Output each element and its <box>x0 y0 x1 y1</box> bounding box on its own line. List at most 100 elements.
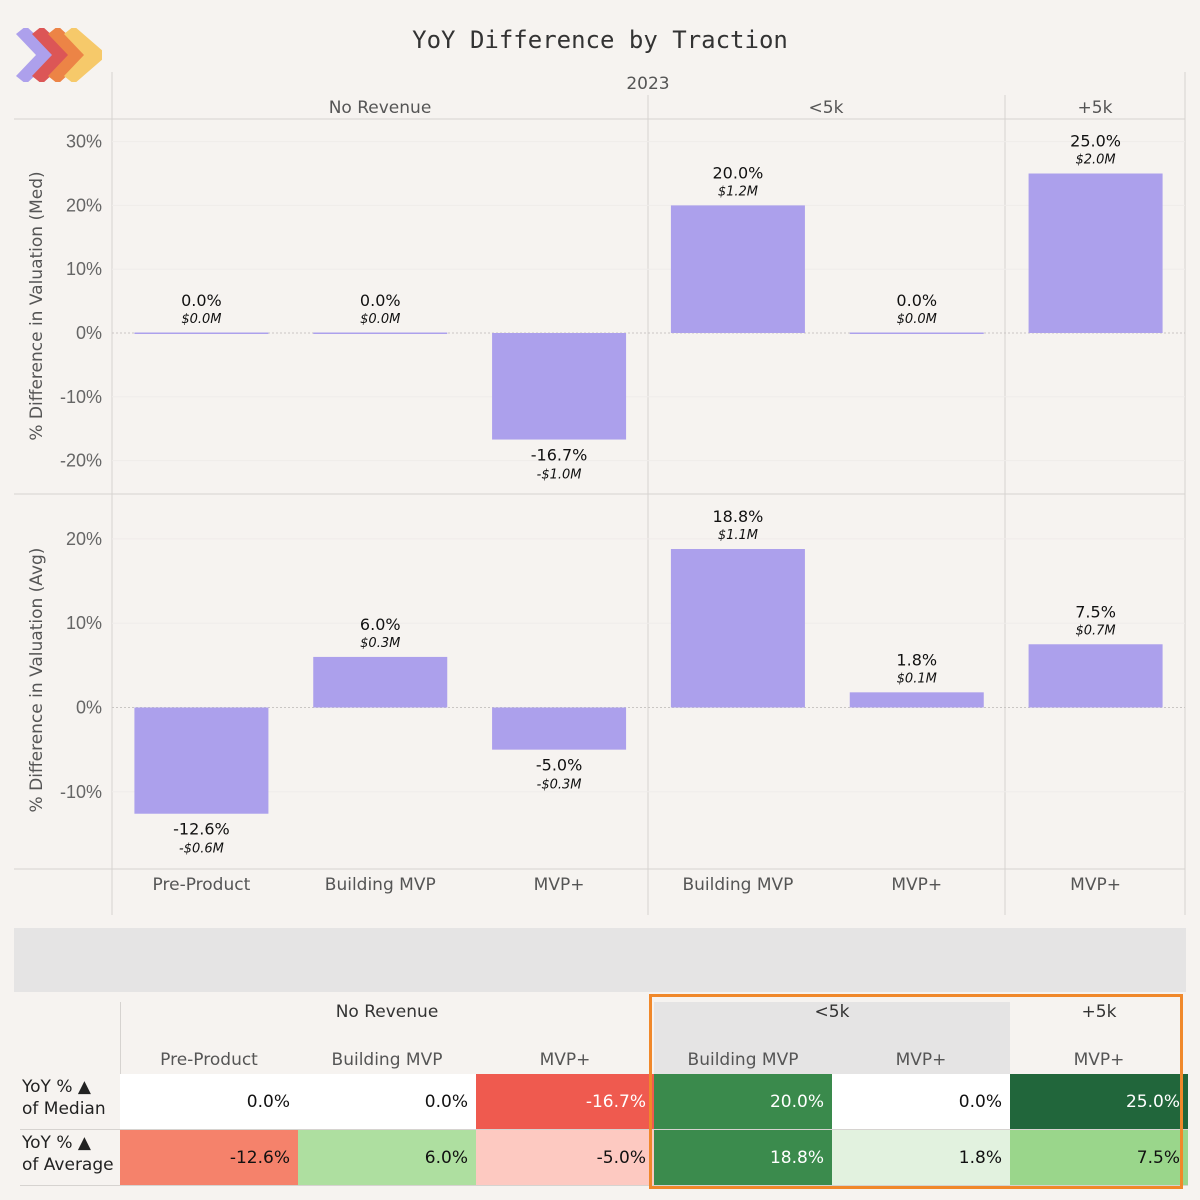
table-left-rule <box>120 1002 121 1074</box>
chart-title: YoY Difference by Traction <box>412 26 788 54</box>
data-label-usd: $0.0M <box>897 312 937 327</box>
bar <box>134 332 269 334</box>
y-axis-label-median: % Difference in Valuation (Med) <box>27 171 47 440</box>
x-axis-labels: Pre-Product Building MVP MVP+ Building MVP M… <box>153 875 1121 895</box>
table-column-header: MVP+ <box>539 1050 591 1070</box>
x-tick-label: Building MVP <box>682 875 793 895</box>
column-headers: 2023 No Revenue <5k +5k <box>329 74 1113 118</box>
table-cell: 7.5% <box>1010 1130 1188 1185</box>
table-column-header: Building MVP <box>331 1050 443 1070</box>
data-label-usd: $0.7M <box>1075 623 1115 638</box>
spacer-band <box>14 928 1186 992</box>
data-label-usd: $1.2M <box>718 184 758 199</box>
table-cell: 0.0% <box>298 1074 476 1129</box>
group-header-lt5k: <5k <box>809 98 844 118</box>
table-cell: 0.0% <box>832 1074 1010 1129</box>
y-axis-label-average: % Difference in Valuation (Avg) <box>27 548 47 813</box>
y-tick-label: -10% <box>60 782 102 802</box>
y-tick-label: 20% <box>66 195 102 215</box>
data-label-pct: 1.8% <box>896 650 937 669</box>
data-label-pct: 25.0% <box>1070 132 1121 151</box>
highlight-box <box>649 994 1183 1189</box>
bar <box>313 332 448 334</box>
x-tick-label: MVP+ <box>534 875 585 895</box>
table-cell: 1.8% <box>832 1130 1010 1185</box>
data-label-usd: $0.0M <box>181 312 221 327</box>
data-label-usd: $2.0M <box>1075 153 1115 168</box>
lt5k-header-bg <box>654 1002 1010 1074</box>
y-tick-label: -10% <box>60 387 102 407</box>
bar <box>313 656 448 708</box>
chevron-stack-logo-icon <box>16 28 102 82</box>
logo-chevron-4 <box>64 28 102 82</box>
data-label-usd: $0.0M <box>360 312 400 327</box>
row-divider <box>20 1129 1188 1130</box>
data-label-pct: -5.0% <box>536 756 582 775</box>
bar <box>849 692 984 708</box>
data-label-pct: 0.0% <box>360 291 401 310</box>
bar <box>849 332 984 334</box>
data-label-pct: -16.7% <box>531 446 588 465</box>
data-label-usd: $0.1M <box>897 671 937 686</box>
row-label-line1: YoY % ▲ <box>22 1133 91 1153</box>
table-row-header: YoY % ▲ of Average <box>20 1132 120 1187</box>
data-label-usd: $0.3M <box>360 636 400 651</box>
bar <box>670 549 805 708</box>
y-tick-label: 10% <box>66 613 102 633</box>
bar-charts: 2023 No Revenue <5k +5k % Difference in … <box>14 72 1186 915</box>
y-tick-label: 10% <box>66 259 102 279</box>
bar <box>134 707 269 814</box>
x-tick-label: Pre-Product <box>153 875 251 895</box>
y-tick-label: 0% <box>76 698 102 718</box>
row-divider <box>20 1185 1188 1186</box>
logo-chevron-3 <box>48 28 84 82</box>
bar <box>670 205 805 333</box>
table-cell: -16.7% <box>476 1074 654 1129</box>
x-tick-label: MVP+ <box>1070 875 1121 895</box>
table-cell: 0.0% <box>120 1074 298 1129</box>
bar <box>492 707 627 750</box>
table-cell: 20.0% <box>654 1074 832 1129</box>
data-label-pct: 0.0% <box>181 291 222 310</box>
table-column-header: MVP+ <box>895 1050 947 1070</box>
data-label-pct: 7.5% <box>1075 602 1116 621</box>
row-label-line1: YoY % ▲ <box>22 1077 91 1097</box>
data-label-pct: 18.8% <box>713 507 764 526</box>
data-label-pct: 0.0% <box>896 291 937 310</box>
logo-chevron-1 <box>16 28 52 82</box>
chart-frame <box>14 72 1186 915</box>
group-header-gt5k: +5k <box>1078 98 1113 118</box>
table-row-header: YoY % ▲ of Median <box>20 1076 120 1131</box>
row-label-line2: of Average <box>22 1155 114 1175</box>
data-label-usd: -$0.3M <box>537 778 582 793</box>
median-chart: 30% 20% 10% 0% -10% -20% 0.0% $0.0M 0.0% $0.0M -16… <box>60 132 1185 483</box>
group-header-no-revenue: No Revenue <box>329 98 432 118</box>
row-label-line2: of Median <box>22 1099 106 1119</box>
summary-table: No Revenue <5k +5k Pre-Product Building MVP M… <box>20 1000 1188 1190</box>
logo-chevron-2 <box>32 28 68 82</box>
table-column-header: Pre-Product <box>160 1050 258 1070</box>
bar <box>1028 173 1163 333</box>
data-label-pct: 6.0% <box>360 615 401 634</box>
data-label-pct: 20.0% <box>713 163 764 182</box>
data-label-usd: $1.1M <box>718 528 758 543</box>
table-column-header: Building MVP <box>687 1050 799 1070</box>
y-tick-label: 0% <box>76 323 102 343</box>
bar <box>1028 644 1163 708</box>
y-tick-label: 30% <box>66 132 102 152</box>
table-column-header: MVP+ <box>1073 1050 1125 1070</box>
x-tick-label: MVP+ <box>891 875 942 895</box>
data-label-usd: -$0.6M <box>179 842 224 857</box>
y-tick-label: -20% <box>60 451 102 471</box>
bar <box>492 333 627 440</box>
table-cell: -12.6% <box>120 1130 298 1185</box>
average-chart: 20% 10% 0% -10% -12.6% -$0.6M 6.0% $0.3M -5.0% -$… <box>60 507 1185 857</box>
table-cell: -5.0% <box>476 1130 654 1185</box>
table-cell: 25.0% <box>1010 1074 1188 1129</box>
year-header: 2023 <box>626 74 669 94</box>
table-group-header: <5k <box>814 1002 850 1022</box>
table-cell: 18.8% <box>654 1130 832 1185</box>
data-label-usd: -$1.0M <box>537 468 582 483</box>
table-cell: 6.0% <box>298 1130 476 1185</box>
table-group-header: +5k <box>1081 1002 1117 1022</box>
